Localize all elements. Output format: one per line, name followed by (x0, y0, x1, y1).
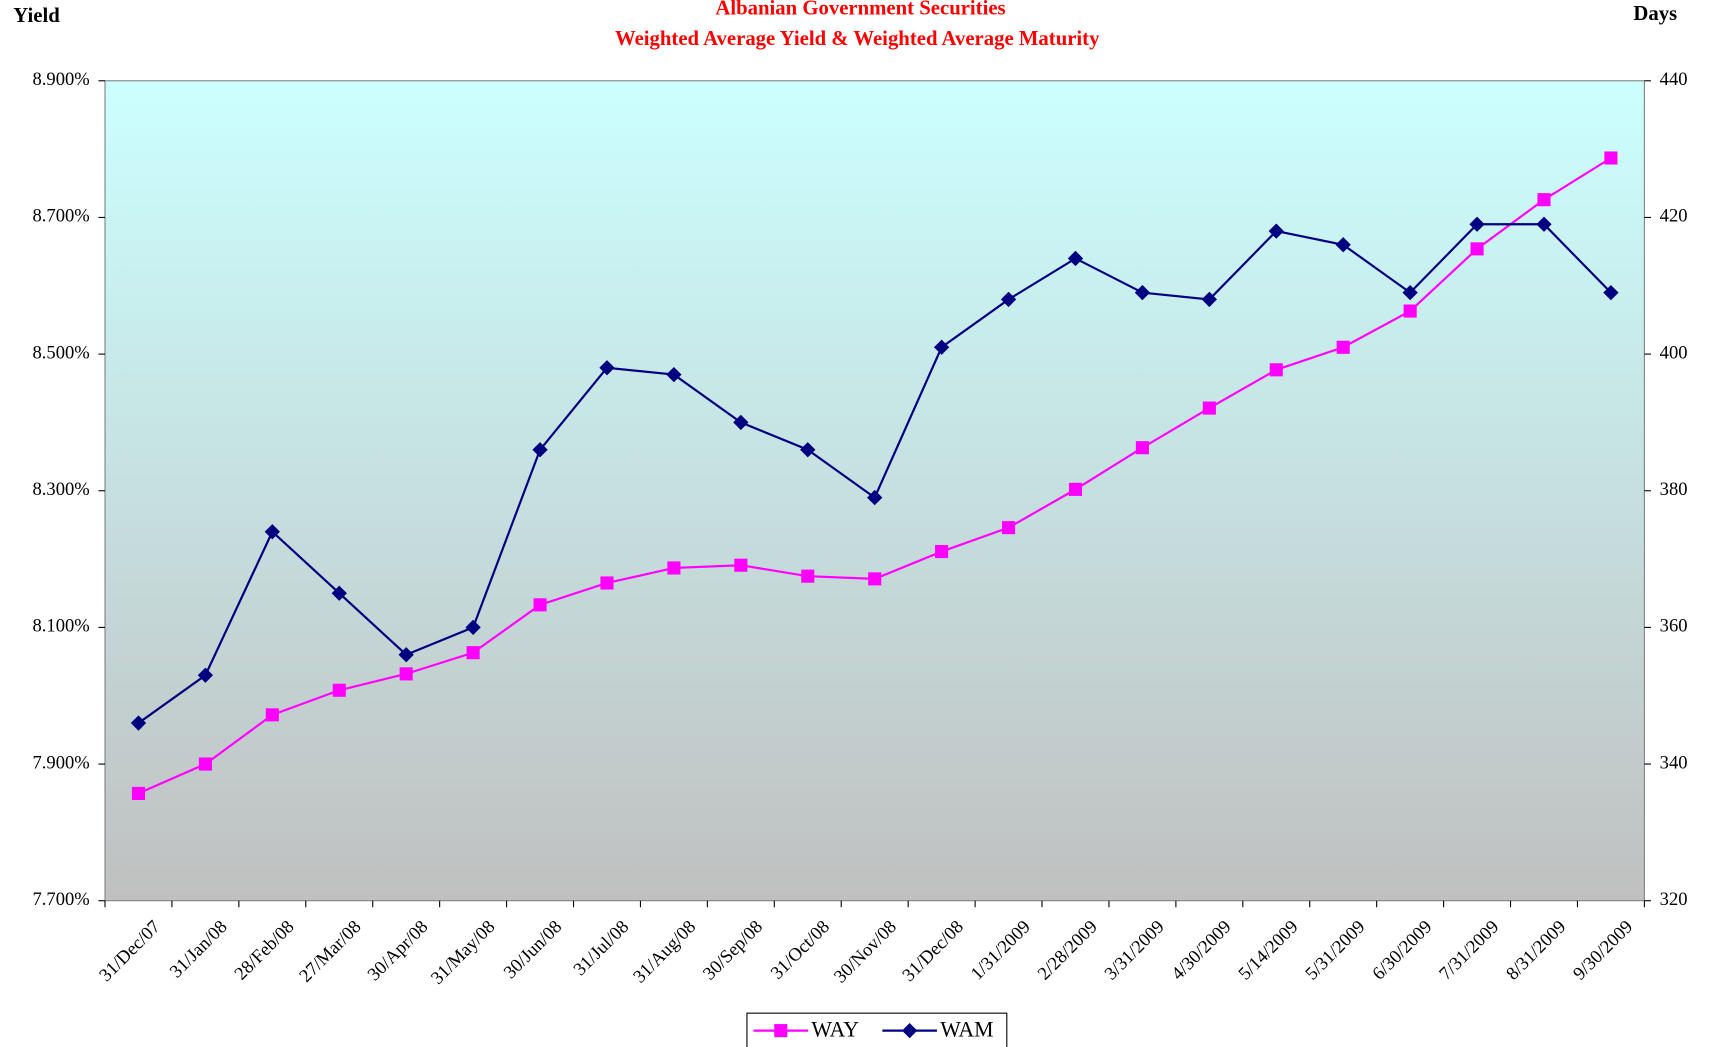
marker (466, 646, 480, 660)
marker (332, 683, 346, 697)
marker (1536, 216, 1552, 232)
y-tick-label: 8.700% (33, 206, 90, 227)
x-tick-label: 31/Aug/08 (629, 916, 700, 987)
y-tick-label: 7.900% (33, 752, 90, 773)
x-tick-label: 30/Jun/08 (500, 916, 567, 983)
marker (1403, 304, 1417, 318)
y2-tick-label: 320 (1660, 889, 1688, 910)
y-tick-label: 8.900% (33, 69, 90, 90)
marker (666, 366, 682, 383)
marker (599, 360, 615, 376)
x-tick-label: 31/Oct/08 (767, 916, 834, 983)
marker (1268, 223, 1284, 239)
x-tick-label: 31/May/08 (427, 916, 499, 988)
marker (399, 667, 413, 681)
y2-tick-label: 340 (1660, 752, 1688, 773)
y2-tick-label: 420 (1660, 206, 1688, 227)
chart-subtitle: Weighted Average Yield & Weighted Averag… (615, 28, 1100, 50)
marker (933, 339, 950, 355)
x-tick-label: 8/31/2009 (1502, 916, 1570, 984)
x-tick-label: 3/31/2009 (1101, 916, 1169, 984)
x-tick-label: 6/30/2009 (1368, 916, 1436, 984)
legend-label: WAM (940, 1018, 993, 1042)
y-tick-label: 7.700% (33, 889, 90, 910)
marker (1201, 291, 1217, 308)
marker (733, 414, 749, 431)
marker (734, 558, 748, 572)
marker (197, 667, 214, 683)
marker (1002, 521, 1016, 535)
marker (465, 619, 481, 636)
x-tick-label: 30/Apr/08 (364, 916, 433, 985)
marker (867, 489, 883, 506)
marker (1537, 193, 1551, 207)
marker (774, 1024, 788, 1038)
marker (800, 442, 816, 458)
x-tick-label: 31/Jan/08 (166, 916, 232, 982)
marker (1470, 242, 1484, 256)
x-tick-label: 4/30/2009 (1167, 916, 1235, 984)
x-tick-label: 31/Dec/08 (898, 916, 967, 985)
y2-tick-label: 400 (1660, 342, 1688, 363)
marker (1603, 284, 1619, 301)
marker (1067, 250, 1084, 267)
marker (1335, 237, 1351, 253)
marker (1134, 284, 1151, 301)
marker (398, 647, 414, 663)
chart-title: Albanian Government Securities (715, 0, 1005, 20)
marker (868, 572, 882, 586)
marker (935, 545, 949, 559)
marker (198, 757, 212, 771)
marker (533, 598, 547, 612)
marker (1135, 441, 1149, 455)
x-tick-label: 31/Dec/07 (95, 916, 164, 985)
marker (1202, 401, 1216, 415)
marker (1469, 216, 1485, 232)
marker (1604, 151, 1618, 165)
y-tick-label: 8.100% (33, 616, 90, 637)
marker (532, 442, 548, 458)
x-tick-label: 1/31/2009 (967, 916, 1035, 984)
marker (600, 576, 614, 590)
marker (1068, 482, 1083, 496)
x-tick-label: 30/Nov/08 (830, 916, 901, 987)
y2-tick-label: 380 (1660, 479, 1688, 500)
marker (264, 524, 280, 540)
marker (1000, 291, 1017, 308)
y2-tick-label: 440 (1660, 69, 1688, 90)
marker (130, 715, 147, 731)
marker (667, 561, 681, 575)
x-tick-label: 27/Mar/08 (295, 916, 365, 986)
marker (901, 1022, 918, 1039)
x-tick-label: 9/30/2009 (1569, 916, 1637, 984)
y-axis-label: Yield (13, 5, 60, 27)
x-tick-label: 2/28/2009 (1034, 916, 1102, 984)
marker (131, 786, 146, 800)
y-tick-label: 8.500% (33, 342, 90, 363)
x-tick-label: 30/Sep/08 (699, 916, 767, 984)
x-tick-label: 5/14/2009 (1234, 916, 1302, 984)
marker (1402, 284, 1418, 301)
marker (801, 569, 815, 583)
x-tick-label: 5/31/2009 (1301, 916, 1369, 984)
y2-axis-label: Days (1633, 3, 1677, 25)
legend-label: WAY (811, 1018, 859, 1042)
x-tick-label: 7/31/2009 (1435, 916, 1503, 984)
marker (1336, 340, 1350, 354)
y-tick-label: 8.300% (33, 479, 90, 500)
x-tick-label: 31/Jul/08 (569, 916, 633, 980)
marker (1269, 363, 1283, 377)
marker (331, 585, 347, 601)
marker (265, 708, 279, 722)
x-tick-label: 28/Feb/08 (230, 916, 298, 984)
y2-tick-label: 360 (1660, 616, 1688, 637)
